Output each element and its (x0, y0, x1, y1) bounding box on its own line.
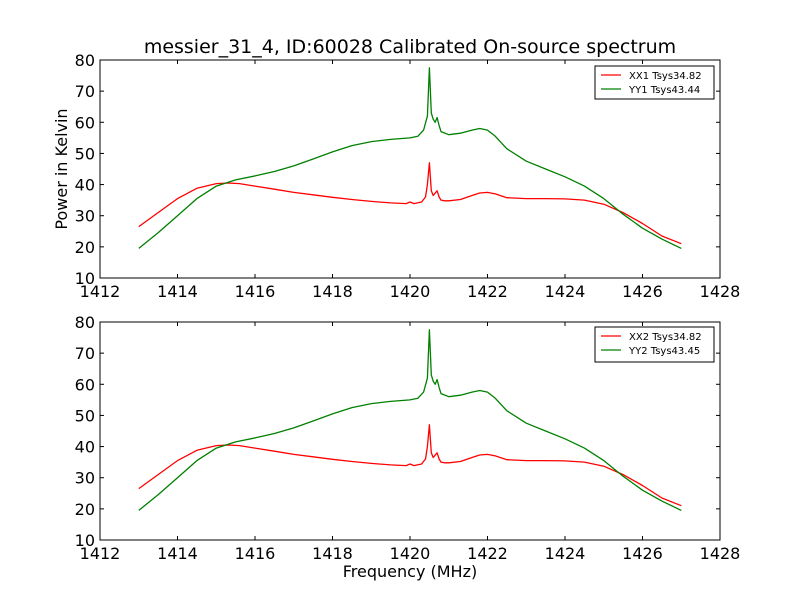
y-tick-label: 50 (75, 144, 95, 163)
series-line-xx (138, 162, 682, 245)
x-tick-label: 1412 (80, 544, 121, 563)
x-tick-label: 1420 (390, 544, 431, 563)
x-tick-label: 1424 (545, 544, 586, 563)
y-tick-label: 70 (75, 344, 95, 363)
y-tick-label: 40 (75, 176, 95, 195)
x-tick-label: 1414 (157, 544, 198, 563)
figure-title: messier_31_4, ID:60028 Calibrated On-sou… (144, 36, 676, 58)
legend-box (594, 326, 715, 363)
top-spectrum-plot: 1412 1414 1416 1418 1420 1422 1424 1426 1428 10 20… (52, 51, 740, 301)
x-tick-label: 1420 (390, 282, 431, 301)
x-tick-label: 1428 (700, 282, 741, 301)
y-tick-label: 20 (75, 500, 95, 519)
legend: XX1 Tsys34.82 YY1 Tsys43.44 (594, 65, 715, 100)
x-tick-label: 1418 (312, 282, 353, 301)
y-tick-label: 60 (75, 113, 95, 132)
x-tick-label: 1422 (467, 544, 508, 563)
x-tick-label: 1424 (545, 282, 586, 301)
series-line-xx (138, 424, 682, 507)
y-axis-label: Power in Kelvin (52, 108, 71, 229)
x-tick-label: 1416 (235, 544, 276, 563)
legend: XX2 Tsys34.82 YY2 Tsys43.45 (594, 326, 715, 363)
y-tick-label: 10 (75, 269, 95, 288)
y-tick-label: 30 (75, 469, 95, 488)
x-tick-label: 1412 (80, 282, 121, 301)
y-tick-label: 20 (75, 238, 95, 257)
legend-box (594, 65, 715, 100)
bottom-spectrum-plot: 1412 1414 1416 1418 1420 1422 1424 1426 1428 10 20… (75, 313, 741, 581)
legend-label-xx: XX1 Tsys34.82 (629, 71, 702, 82)
x-tick-label: 1416 (235, 282, 276, 301)
legend-label-yy: YY2 Tsys43.45 (628, 346, 700, 357)
y-tick-label: 60 (75, 375, 95, 394)
y-tick-label: 70 (75, 82, 95, 101)
y-tick-label: 30 (75, 207, 95, 226)
y-tick-label: 40 (75, 438, 95, 457)
x-tick-label: 1428 (700, 544, 741, 563)
y-tick-label: 50 (75, 406, 95, 425)
x-tick-label: 1422 (467, 282, 508, 301)
series-line-yy (138, 329, 682, 511)
series-line-yy (138, 67, 682, 249)
legend-label-xx: XX2 Tsys34.82 (629, 332, 702, 343)
x-tick-label: 1418 (312, 544, 353, 563)
y-tick-label: 80 (75, 313, 95, 332)
legend-label-yy: YY1 Tsys43.44 (628, 85, 700, 96)
x-tick-label: 1414 (157, 282, 198, 301)
y-tick-label: 10 (75, 531, 95, 550)
x-tick-label: 1426 (622, 282, 663, 301)
y-tick-label: 80 (75, 51, 95, 70)
x-axis-label: Frequency (MHz) (343, 562, 477, 581)
x-tick-label: 1426 (622, 544, 663, 563)
